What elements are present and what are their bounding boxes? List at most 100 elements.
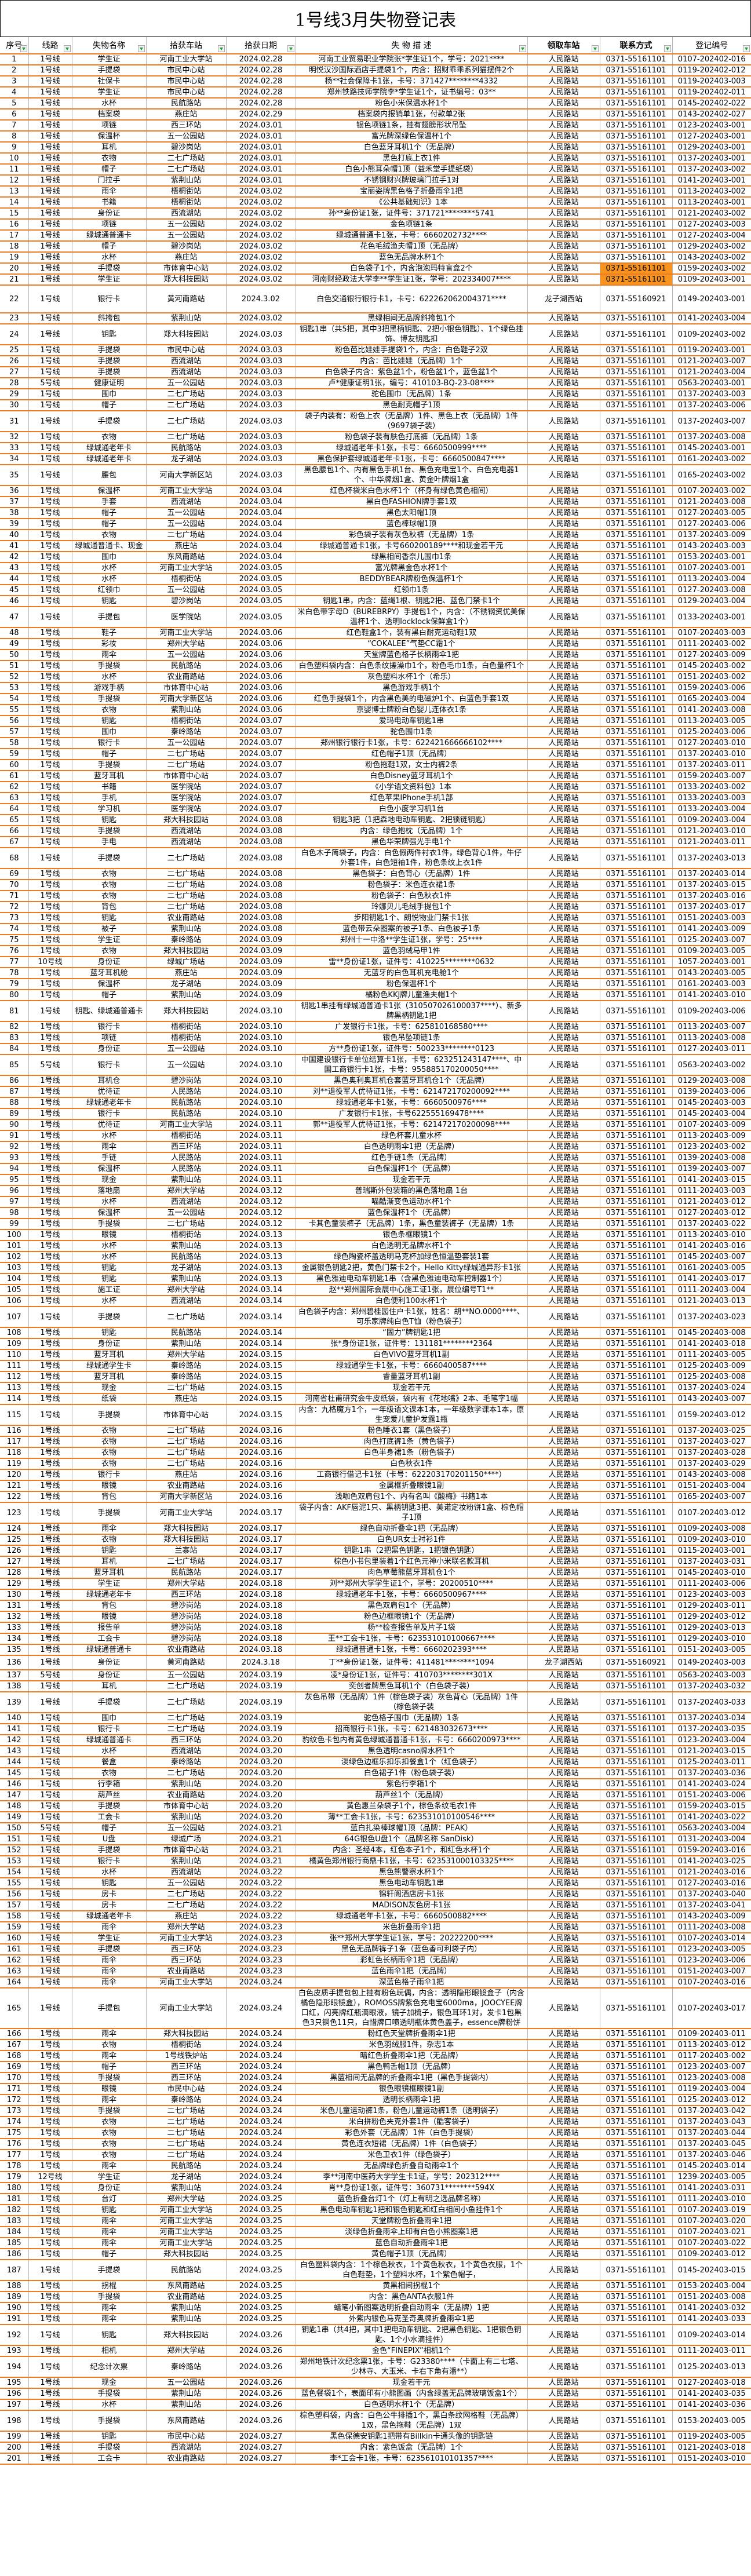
description-cell: 卢*健康证明1张，编号：410103-BQ-23-08**** bbox=[296, 378, 528, 389]
header-label: 线路 bbox=[42, 41, 59, 50]
table-row: 77 10号线 身份证 绿城广场站 2024.03.09 雷**身份证1张，证件号：410… bbox=[0, 957, 751, 968]
filter-dropdown-icon[interactable] bbox=[519, 45, 526, 52]
pickup-station-cell: 人民路站 bbox=[527, 596, 600, 607]
found-date-cell: 2024.03.18 bbox=[226, 1589, 296, 1601]
item-name-cell: 游戏手柄 bbox=[72, 683, 147, 694]
table-row: 88 1号线 绿城通老年卡 民航路站 2024.03.10 绿城通老年卡1张，卡号：666… bbox=[0, 1097, 751, 1109]
table-row: 163 1号线 雨伞 农业南路站 2024.03.23 蓝色雨伞1把（无品牌） 人民路站 03… bbox=[0, 1966, 751, 1977]
line-cell: 1号线 bbox=[28, 2399, 72, 2411]
item-name-cell: 银行卡 bbox=[72, 1108, 147, 1120]
found-date-cell: 2024.03.23 bbox=[226, 1933, 296, 1944]
found-date-cell: 2024.03.04 bbox=[226, 508, 296, 519]
table-row: 10 1号线 衣物 二七广场站 2024.03.01 黑色打底上衣1件 人民路站 0371-5… bbox=[0, 153, 751, 165]
found-station-cell: 医学院站 bbox=[146, 793, 227, 804]
table-row: 198 1号线 手提袋 东风南路站 2024.03.26 棕色塑料袋，内含：白色公牛排插1… bbox=[0, 2410, 751, 2432]
found-date-cell: 2024.03.26 bbox=[226, 2388, 296, 2400]
registration-no-cell: 0137-202403-008 bbox=[672, 432, 751, 443]
filter-dropdown-icon[interactable] bbox=[20, 45, 27, 52]
filter-dropdown-icon[interactable] bbox=[743, 45, 750, 52]
description-cell: 银色项链1条，挂有翅膀形状吊坠 bbox=[296, 120, 528, 132]
item-name-cell: 报告单 bbox=[72, 1622, 147, 1634]
table-row: 135 1号线 绿城通普通卡 农业南路站 2024.03.18 绿城通普通卡1张，卡号：6… bbox=[0, 1644, 751, 1656]
serial-cell: 21 bbox=[0, 274, 29, 286]
description-cell: 富光牌深绿色保温杯1个 bbox=[296, 131, 528, 143]
table-row: 15 1号线 身份证 西流湖站 2024.03.02 孙**身份证1张，证件号：37172… bbox=[0, 208, 751, 220]
found-date-cell: 2024.03.23 bbox=[226, 1966, 296, 1977]
found-date-cell: 2024.03.07 bbox=[226, 760, 296, 771]
pickup-station-cell: 人民路站 bbox=[527, 1545, 600, 1557]
found-date-cell: 2024.03.01 bbox=[226, 142, 296, 154]
filter-dropdown-icon[interactable] bbox=[63, 45, 71, 52]
pickup-station-cell: 人民路站 bbox=[527, 1251, 600, 1263]
contact-cell: 0371-55161101 bbox=[600, 627, 673, 639]
description-cell: 棕色塑料袋，内含：白色公牛排插1个，黑白条纹网格鞋（无品牌）1双，黑色拖鞋（无品… bbox=[296, 2410, 528, 2432]
pickup-station-cell: 人民路站 bbox=[527, 2050, 600, 2062]
filter-dropdown-icon[interactable] bbox=[287, 45, 294, 52]
line-cell: 1号线 bbox=[28, 541, 72, 552]
registration-no-cell: 0127-202403-018 bbox=[672, 2377, 751, 2389]
contact-cell: 0371-55161101 bbox=[600, 87, 673, 98]
line-cell: 1号线 bbox=[28, 208, 72, 220]
serial-cell: 190 bbox=[0, 2303, 29, 2314]
registration-no-cell: 0137-202403-007 bbox=[672, 411, 751, 432]
line-cell: 1号线 bbox=[28, 2281, 72, 2292]
contact-cell: 0371-55161101 bbox=[600, 2249, 673, 2260]
found-date-cell: 2024.03.03 bbox=[226, 443, 296, 454]
filter-dropdown-icon[interactable] bbox=[591, 45, 599, 52]
table-body: 1 1号线 学生证 河南工业大学站 2024.02.28 河南工业贸易职业学院张*学生证1… bbox=[0, 54, 751, 2465]
table-row: 18 1号线 帽子 碧沙岗站 2024.03.02 花色毛绒渔夫帽1顶（无品牌） 人民路站 0… bbox=[0, 241, 751, 253]
registration-no-cell: 0159-202403-012 bbox=[672, 1404, 751, 1426]
registration-no-cell: 0127-202403-016 bbox=[672, 1878, 751, 1889]
registration-no-cell: 0109-202403-010 bbox=[672, 1534, 751, 1546]
registration-no-cell: 0119-202403-001 bbox=[672, 345, 751, 356]
line-cell: 1号线 bbox=[28, 2314, 72, 2325]
contact-cell: 0371-55161101 bbox=[600, 2061, 673, 2073]
found-station-cell: 河南工业大学站 bbox=[146, 54, 227, 65]
line-cell: 1号线 bbox=[28, 120, 72, 132]
contact-cell: 0371-55161101 bbox=[600, 2194, 673, 2205]
item-name-cell: 银行卡 bbox=[72, 1724, 147, 1735]
description-cell: 红色手链1条（无品牌） bbox=[296, 1152, 528, 1164]
description-cell: 白色塑料袋内含：1个棕色秋衣，1个黄色秋衣，1个黄色衣服，1个白色鞋垫，1个塑料… bbox=[296, 2260, 528, 2281]
found-date-cell: 2024.03.15 bbox=[226, 1393, 296, 1405]
item-name-cell: 门拉手 bbox=[72, 175, 147, 187]
contact-cell: 0371-55161101 bbox=[600, 197, 673, 209]
serial-cell: 70 bbox=[0, 880, 29, 891]
filter-dropdown-icon[interactable] bbox=[663, 45, 671, 52]
table-row: 30 1号线 帽子 二七广场站 2024.03.03 黑色耐克帽子1顶 人民路站 0371-5… bbox=[0, 400, 751, 411]
description-cell: 蓝色带云朵图案的被子1条、白色被子1条 bbox=[296, 924, 528, 935]
line-cell: 1号线 bbox=[28, 1185, 72, 1197]
pickup-station-cell: 人民路站 bbox=[527, 2039, 600, 2051]
table-row: 164 1号线 雨伞 河南工业大学站 2024.03.24 深蓝色格子雨伞1把 人民路站 03… bbox=[0, 1977, 751, 1988]
line-cell: 1号线 bbox=[28, 1393, 72, 1405]
registration-no-cell: 0137-202403-032 bbox=[672, 1681, 751, 1692]
registration-no-cell: 0165-202403-004 bbox=[672, 694, 751, 705]
pickup-station-cell: 人民路站 bbox=[527, 486, 600, 497]
table-row: 97 1号线 水杯 西流湖站 2024.03.12 喵酷渐变色运动水杯1个 人民路站 0371… bbox=[0, 1196, 751, 1208]
table-row: 152 1号线 手提袋 市体育中心站 2024.03.21 内含：圣经4本，红色本子1个，… bbox=[0, 1845, 751, 1856]
item-name-cell: 雨伞 bbox=[72, 2303, 147, 2314]
table-row: 96 1号线 落地扇 郑州大学站 2024.03.12 普瑞斯外包装箱的黑色落地扇 1台人… bbox=[0, 1185, 751, 1197]
item-name-cell: 手提袋 bbox=[72, 367, 147, 378]
serial-cell: 104 bbox=[0, 1274, 29, 1285]
found-station-cell: 黄河南路站 bbox=[146, 1655, 227, 1670]
contact-cell: 0371-55161101 bbox=[600, 389, 673, 400]
registration-no-cell: 0143-202403-009 bbox=[672, 1911, 751, 1922]
serial-cell: 30 bbox=[0, 400, 29, 411]
serial-cell: 60 bbox=[0, 760, 29, 771]
filter-dropdown-icon[interactable] bbox=[217, 45, 225, 52]
table-row: 193 1号线 相机 郑州大学站 2024.03.26 金色“FINEPIX”相机1个 人民… bbox=[0, 2345, 751, 2357]
contact-cell: 0371-55161101 bbox=[600, 2073, 673, 2084]
filter-dropdown-icon[interactable] bbox=[137, 45, 145, 52]
registration-no-cell: 0107-202403-019 bbox=[672, 2205, 751, 2216]
serial-cell: 78 bbox=[0, 968, 29, 979]
registration-no-cell: 0151-202403-003 bbox=[672, 913, 751, 924]
found-date-cell: 2024.03.04 bbox=[226, 530, 296, 541]
found-station-cell: 梧桐街站 bbox=[146, 186, 227, 198]
registration-no-cell: 0139-202403-007 bbox=[672, 1163, 751, 1175]
serial-cell: 5 bbox=[0, 98, 29, 110]
lost-items-table: 序号 线路 失物名称 拾获车站 拾获日期 失 物 描 述 领取车站 联系方式 登… bbox=[0, 37, 751, 2465]
contact-cell: 0371-55161101 bbox=[600, 109, 673, 121]
table-row: 184 1号线 雨伞 河南工业大学站 2024.03.25 淡绿色折叠雨伞上印有白色小熊图… bbox=[0, 2227, 751, 2238]
found-date-cell: 2024.03.16 bbox=[226, 1480, 296, 1492]
